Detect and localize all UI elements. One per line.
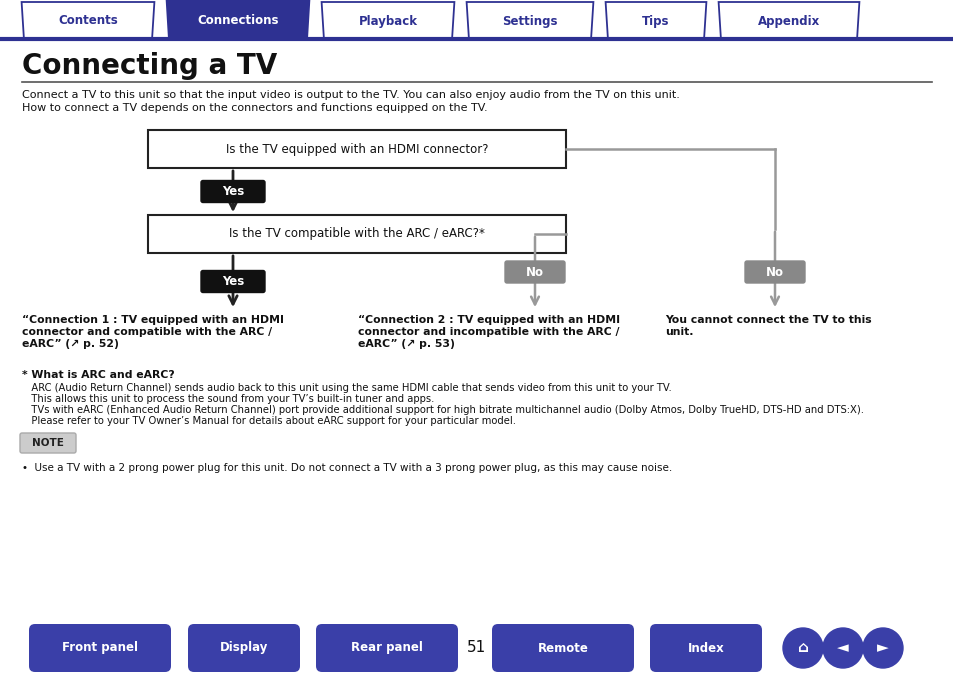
Text: Appendix: Appendix bbox=[757, 15, 820, 28]
Polygon shape bbox=[466, 2, 593, 40]
Text: Is the TV compatible with the ARC / eARC?*: Is the TV compatible with the ARC / eARC… bbox=[229, 227, 484, 240]
Text: unit.: unit. bbox=[664, 327, 693, 337]
FancyBboxPatch shape bbox=[492, 624, 634, 672]
Text: “Connection 2 : TV equipped with an HDMI: “Connection 2 : TV equipped with an HDMI bbox=[357, 315, 619, 325]
Text: “Connection 1 : TV equipped with an HDMI: “Connection 1 : TV equipped with an HDMI bbox=[22, 315, 284, 325]
Text: 51: 51 bbox=[467, 641, 486, 656]
FancyBboxPatch shape bbox=[148, 215, 565, 253]
Text: connector and incompatible with the ARC /: connector and incompatible with the ARC … bbox=[357, 327, 618, 337]
Polygon shape bbox=[167, 0, 309, 40]
FancyBboxPatch shape bbox=[201, 271, 265, 293]
FancyBboxPatch shape bbox=[504, 261, 564, 283]
FancyBboxPatch shape bbox=[315, 624, 457, 672]
Text: NOTE: NOTE bbox=[32, 438, 64, 448]
Text: Rear panel: Rear panel bbox=[351, 641, 422, 655]
Text: •  Use a TV with a 2 prong power plug for this unit. Do not connect a TV with a : • Use a TV with a 2 prong power plug for… bbox=[22, 463, 672, 473]
Text: This allows this unit to process the sound from your TV’s built-in tuner and app: This allows this unit to process the sou… bbox=[22, 394, 434, 404]
Polygon shape bbox=[22, 2, 154, 40]
Text: No: No bbox=[525, 266, 543, 279]
Text: eARC” (↗ p. 53): eARC” (↗ p. 53) bbox=[357, 339, 455, 349]
Text: Yes: Yes bbox=[222, 185, 244, 198]
Circle shape bbox=[782, 628, 822, 668]
Text: Connect a TV to this unit so that the input video is output to the TV. You can a: Connect a TV to this unit so that the in… bbox=[22, 90, 679, 100]
Polygon shape bbox=[718, 2, 859, 40]
Text: Tips: Tips bbox=[641, 15, 669, 28]
FancyBboxPatch shape bbox=[29, 624, 171, 672]
Text: Is the TV equipped with an HDMI connector?: Is the TV equipped with an HDMI connecto… bbox=[226, 143, 488, 155]
Text: No: No bbox=[765, 266, 783, 279]
Text: Remote: Remote bbox=[537, 641, 588, 655]
Text: Connections: Connections bbox=[197, 13, 278, 26]
Circle shape bbox=[822, 628, 862, 668]
Text: Playback: Playback bbox=[358, 15, 417, 28]
Text: Please refer to your TV Owner’s Manual for details about eARC support for your p: Please refer to your TV Owner’s Manual f… bbox=[22, 416, 516, 426]
FancyBboxPatch shape bbox=[649, 624, 761, 672]
Text: * What is ARC and eARC?: * What is ARC and eARC? bbox=[22, 370, 174, 380]
Polygon shape bbox=[321, 2, 454, 40]
Text: Index: Index bbox=[687, 641, 723, 655]
FancyBboxPatch shape bbox=[744, 261, 804, 283]
Text: Settings: Settings bbox=[501, 15, 558, 28]
Circle shape bbox=[862, 628, 902, 668]
Text: Front panel: Front panel bbox=[62, 641, 138, 655]
Text: How to connect a TV depends on the connectors and functions equipped on the TV.: How to connect a TV depends on the conne… bbox=[22, 103, 487, 113]
Polygon shape bbox=[605, 2, 705, 40]
Text: eARC” (↗ p. 52): eARC” (↗ p. 52) bbox=[22, 339, 119, 349]
Text: ARC (Audio Return Channel) sends audio back to this unit using the same HDMI cab: ARC (Audio Return Channel) sends audio b… bbox=[22, 383, 671, 393]
Text: ►: ► bbox=[876, 641, 888, 656]
Text: ⌂: ⌂ bbox=[797, 641, 807, 656]
Text: Yes: Yes bbox=[222, 275, 244, 288]
Text: TVs with eARC (Enhanced Audio Return Channel) port provide additional support fo: TVs with eARC (Enhanced Audio Return Cha… bbox=[22, 405, 863, 415]
Text: You cannot connect the TV to this: You cannot connect the TV to this bbox=[664, 315, 871, 325]
Text: connector and compatible with the ARC /: connector and compatible with the ARC / bbox=[22, 327, 272, 337]
Text: Contents: Contents bbox=[58, 15, 118, 28]
FancyBboxPatch shape bbox=[201, 180, 265, 203]
FancyBboxPatch shape bbox=[148, 130, 565, 168]
Text: Connecting a TV: Connecting a TV bbox=[22, 52, 277, 80]
FancyBboxPatch shape bbox=[20, 433, 76, 453]
Text: Display: Display bbox=[219, 641, 268, 655]
FancyBboxPatch shape bbox=[188, 624, 299, 672]
Text: ◄: ◄ bbox=[836, 641, 848, 656]
